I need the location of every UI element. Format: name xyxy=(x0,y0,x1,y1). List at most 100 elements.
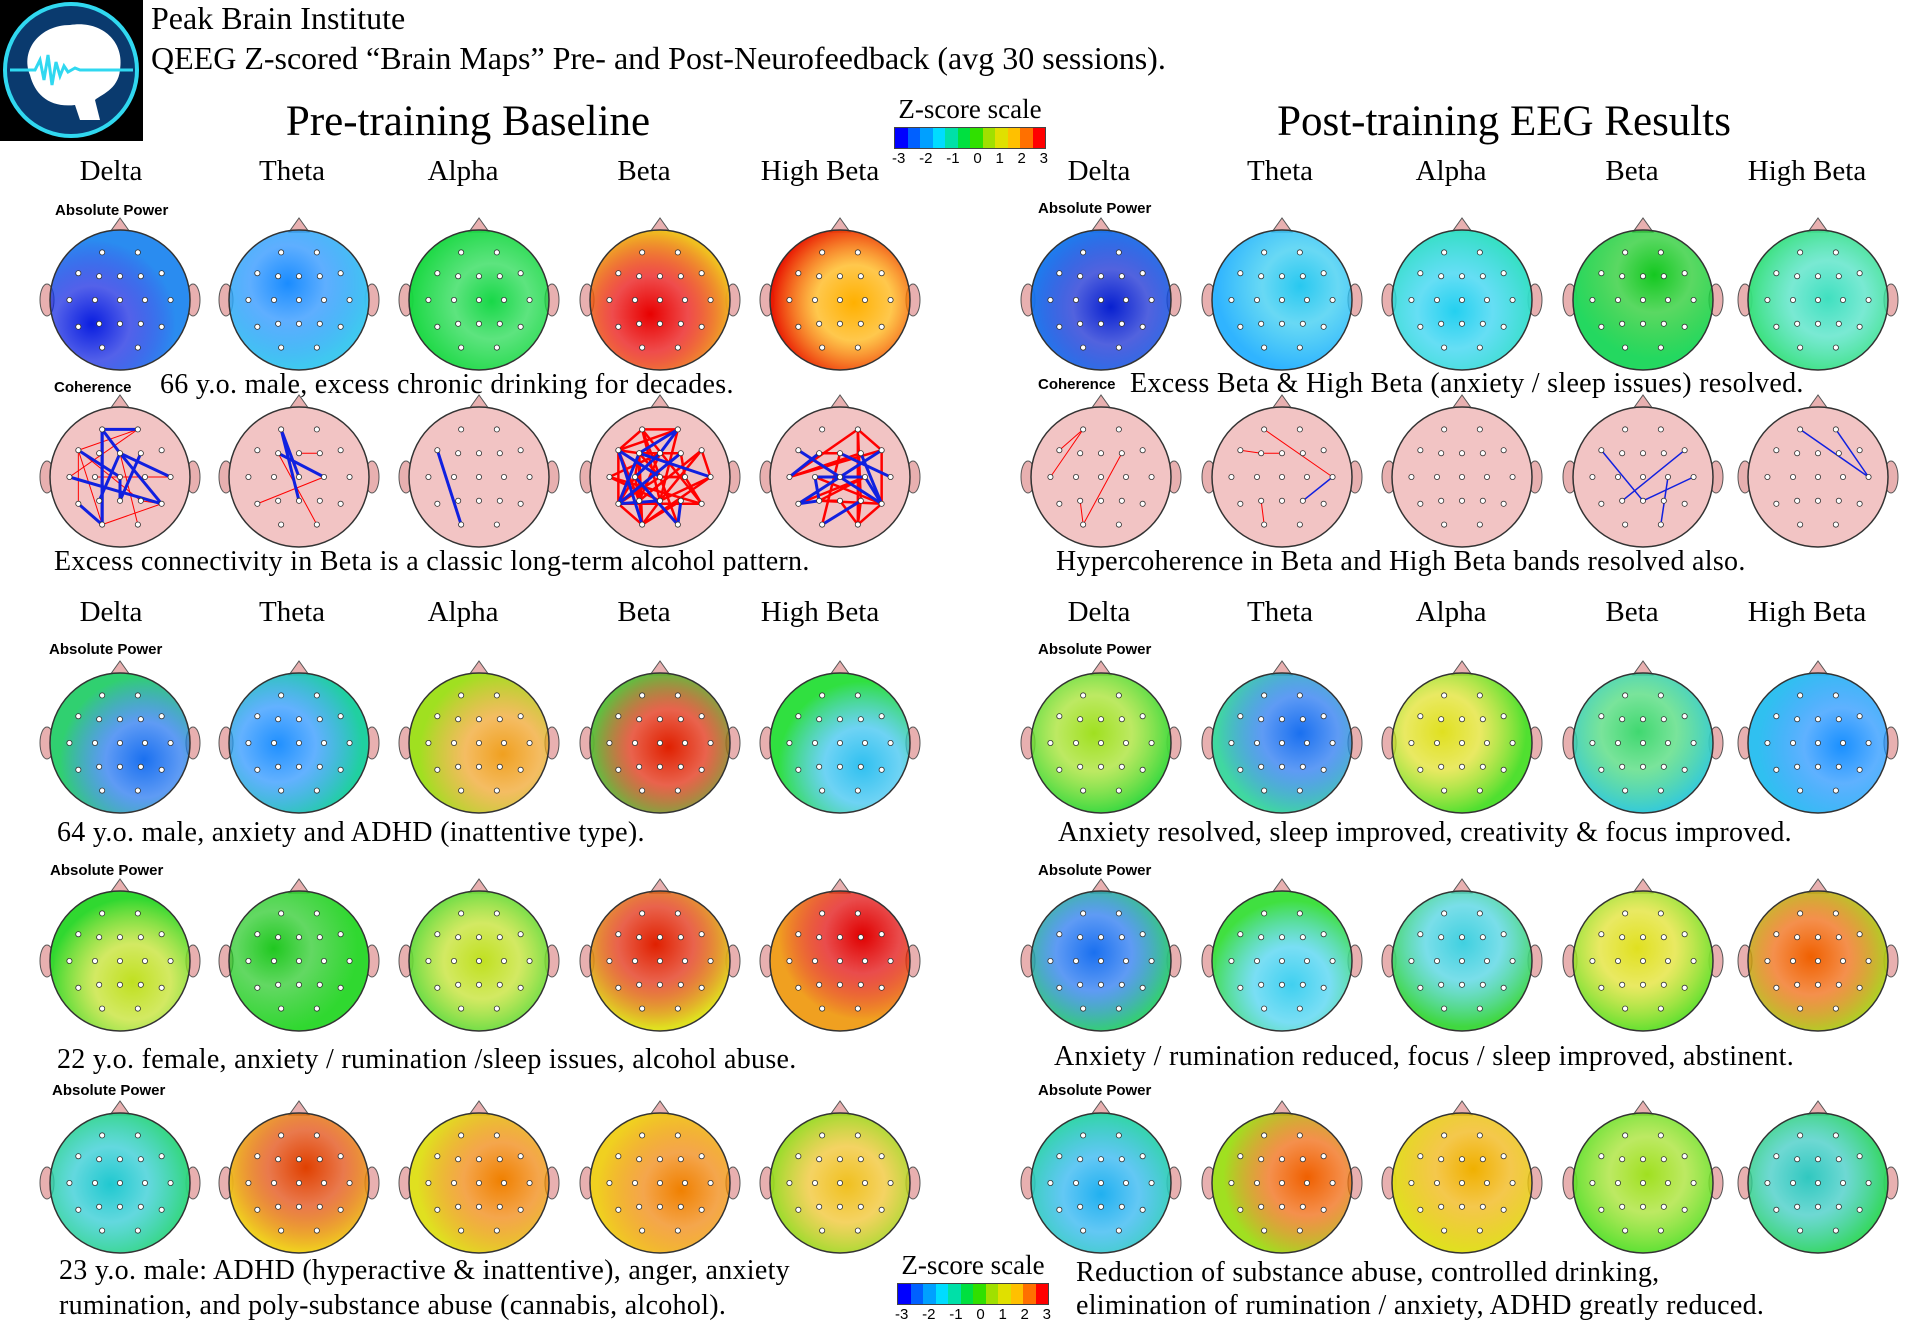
electrode xyxy=(117,1203,124,1210)
electrode xyxy=(1615,958,1622,965)
electrode xyxy=(1483,958,1490,965)
electrode xyxy=(493,910,500,917)
electrode xyxy=(1115,249,1122,256)
electrode xyxy=(1619,763,1626,770)
electrode xyxy=(92,473,99,480)
zscore-swatch xyxy=(920,128,933,148)
electrode xyxy=(1118,497,1125,504)
hypercoherence-link xyxy=(641,500,662,526)
electrode xyxy=(1479,763,1486,770)
electrode xyxy=(117,981,124,988)
electrode xyxy=(75,447,82,454)
electrode xyxy=(1660,1156,1667,1163)
electrode xyxy=(1622,426,1629,433)
electrode xyxy=(117,497,124,504)
electrode xyxy=(1237,931,1244,938)
electrode xyxy=(346,740,353,747)
electrode xyxy=(1500,1206,1507,1213)
electrode xyxy=(677,763,684,770)
electrode xyxy=(1115,1132,1122,1139)
electrode xyxy=(857,320,864,327)
electrode xyxy=(1139,931,1146,938)
hypercoherence-link xyxy=(257,476,325,505)
electrode xyxy=(96,716,103,723)
electrode xyxy=(158,323,165,330)
electrode xyxy=(1835,320,1842,327)
electrode xyxy=(657,296,664,303)
electrode xyxy=(1080,692,1087,699)
electrode xyxy=(451,1180,458,1187)
electrode xyxy=(275,934,282,941)
electrode xyxy=(1098,320,1105,327)
electrode xyxy=(1640,473,1647,480)
electrode xyxy=(1476,426,1483,433)
electrode xyxy=(698,766,705,773)
case1-post-beta-map xyxy=(1562,217,1724,371)
case3-pre-theta-map xyxy=(218,878,380,1032)
case1-pre-beta-map xyxy=(579,217,741,371)
band-header-theta: Theta xyxy=(258,155,326,187)
electrode xyxy=(526,296,533,303)
electrode xyxy=(1764,958,1771,965)
electrode xyxy=(1681,713,1688,720)
electrode xyxy=(1657,1227,1664,1234)
electrode xyxy=(1279,450,1286,457)
electrode xyxy=(1794,763,1801,770)
case2-pre-caption: 64 y.o. male, anxiety and ADHD (inattent… xyxy=(57,817,645,848)
electrode xyxy=(1228,1180,1235,1187)
electrode xyxy=(854,249,861,256)
zscore-swatch xyxy=(998,1284,1011,1304)
electrode xyxy=(1657,1005,1664,1012)
electrode xyxy=(1479,450,1486,457)
electrode xyxy=(1509,740,1516,747)
electrode xyxy=(1764,740,1771,747)
electrode xyxy=(1148,740,1155,747)
electrode xyxy=(1258,716,1265,723)
electrode xyxy=(878,1153,885,1160)
electrode xyxy=(1438,497,1445,504)
band-header-beta: Beta xyxy=(617,596,671,628)
electrode xyxy=(316,716,323,723)
electrode xyxy=(1228,958,1235,965)
electrode xyxy=(1790,1180,1797,1187)
electrode xyxy=(1118,934,1125,941)
electrode xyxy=(92,958,99,965)
electrode xyxy=(254,270,261,277)
electrode xyxy=(455,716,462,723)
electrode xyxy=(75,1153,82,1160)
electrode xyxy=(1080,1132,1087,1139)
hypercoherence-link xyxy=(789,449,882,479)
case4-post-beta-map xyxy=(1562,1100,1724,1254)
hypocoherence-link xyxy=(1799,428,1870,478)
electrode xyxy=(1589,473,1596,480)
electrode xyxy=(99,910,106,917)
electrode xyxy=(1115,426,1122,433)
electrode xyxy=(245,1180,252,1187)
electrode xyxy=(1077,934,1084,941)
electrode xyxy=(1640,763,1647,770)
electrode xyxy=(1118,320,1125,327)
electrode xyxy=(639,692,646,699)
electrode xyxy=(320,473,327,480)
electrode xyxy=(854,1227,861,1234)
electrode xyxy=(1839,296,1846,303)
zscore-label: Z-score scale xyxy=(901,1250,1045,1280)
electrode xyxy=(137,934,144,941)
electrode xyxy=(1441,910,1448,917)
electrode xyxy=(1417,766,1424,773)
electrode xyxy=(1279,981,1286,988)
electrode xyxy=(1441,1005,1448,1012)
electrode xyxy=(295,450,302,457)
electrode xyxy=(117,450,124,457)
electrode xyxy=(657,1203,664,1210)
electrode xyxy=(66,296,73,303)
case2-pre-beta-map xyxy=(579,660,741,814)
electrode xyxy=(1589,1180,1596,1187)
electrode xyxy=(346,958,353,965)
hypocoherence-link xyxy=(1600,449,1644,502)
band-header-high-beta: High Beta xyxy=(1747,155,1867,187)
electrode xyxy=(698,447,705,454)
electrode xyxy=(493,1227,500,1234)
electrode xyxy=(1296,787,1303,794)
case2-pre-alpha-map xyxy=(398,660,560,814)
